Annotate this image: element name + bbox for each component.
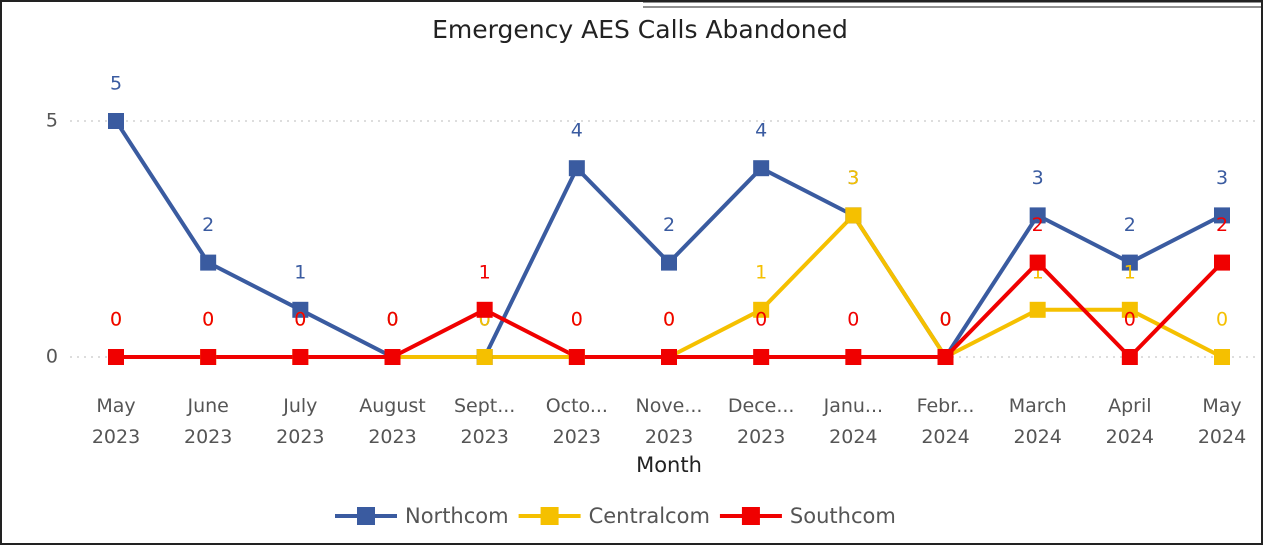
marker — [1029, 254, 1046, 271]
x-tick-label: April 2024 — [1106, 395, 1154, 448]
marker — [1029, 301, 1046, 318]
data-label: 0 — [294, 309, 306, 331]
data-label: 0 — [202, 309, 214, 331]
marker — [1214, 207, 1230, 224]
data-label: 1 — [479, 261, 491, 283]
marker — [937, 349, 954, 365]
x-tick-label: Janu... 2024 — [823, 395, 883, 448]
data-label: 2 — [1216, 214, 1228, 236]
data-label: 2 — [1124, 214, 1136, 236]
data-label: 1 — [1124, 261, 1136, 283]
data-label: 1 — [755, 261, 767, 283]
data-label: 3 — [1216, 167, 1228, 189]
data-label: 1 — [294, 261, 306, 283]
x-tick-label: May 2024 — [1198, 395, 1246, 448]
x-tick-label: Febr... 2024 — [917, 395, 975, 448]
marker — [476, 349, 493, 365]
x-tick-label: June 2023 — [184, 395, 232, 448]
legend-label: Southcom — [790, 504, 896, 528]
data-label: 0 — [571, 309, 583, 331]
x-axis-title: Month — [636, 453, 702, 477]
data-label: 0 — [386, 309, 398, 331]
data-label: 0 — [755, 309, 767, 331]
marker — [1121, 301, 1138, 318]
data-label: 0 — [110, 309, 122, 331]
data-label: 2 — [1032, 214, 1044, 236]
x-tick-label: Dece... 2023 — [728, 395, 795, 448]
marker — [568, 349, 585, 365]
marker — [1029, 207, 1046, 224]
marker — [753, 301, 770, 318]
data-label: 4 — [755, 120, 767, 142]
x-tick-label: Octo... 2023 — [546, 395, 608, 448]
chart-title: Emergency AES Calls Abandoned — [432, 15, 848, 44]
marker — [1121, 254, 1138, 271]
data-label: 0 — [939, 309, 951, 331]
data-label: 0 — [663, 309, 675, 331]
marker — [200, 254, 217, 271]
data-label: 0 — [663, 309, 675, 331]
legend-marker — [540, 507, 559, 525]
data-label: 0 — [202, 309, 214, 331]
marker — [1214, 349, 1230, 365]
y-tick-label: 0 — [46, 346, 58, 368]
x-tick-label: Nove... 2023 — [636, 395, 703, 448]
data-label: 0 — [294, 309, 306, 331]
marker — [108, 349, 124, 365]
marker — [568, 160, 585, 177]
data-label: 0 — [110, 309, 122, 331]
data-label: 2 — [202, 214, 214, 236]
data-label: 0 — [386, 309, 398, 331]
marker — [292, 301, 309, 318]
marker — [845, 207, 862, 224]
data-label: 0 — [571, 309, 583, 331]
legend-marker — [357, 507, 375, 525]
data-label: 0 — [386, 309, 398, 331]
x-tick-label: May 2023 — [92, 395, 140, 448]
data-label: 0 — [939, 309, 951, 331]
data-label: 3 — [847, 167, 859, 189]
legend-label: Centralcom — [589, 504, 710, 528]
marker — [200, 349, 217, 365]
marker — [1214, 254, 1230, 271]
data-label: 5 — [110, 73, 122, 95]
data-label: 3 — [1032, 167, 1044, 189]
marker — [1121, 349, 1138, 365]
marker — [384, 349, 401, 365]
x-tick-label: July 2023 — [276, 395, 324, 448]
marker — [476, 301, 493, 318]
marker — [661, 349, 677, 365]
data-label: 0 — [939, 309, 951, 331]
marker — [292, 349, 309, 365]
x-tick-label: August 2023 — [359, 395, 426, 448]
data-label: 0 — [1216, 309, 1228, 331]
data-label: 4 — [571, 120, 583, 142]
data-label: 0 — [1124, 309, 1136, 331]
data-label: 2 — [663, 214, 675, 236]
data-label: 0 — [847, 309, 859, 331]
legend-label: Northcom — [405, 504, 509, 528]
y-tick-label: 5 — [46, 110, 58, 132]
marker — [753, 349, 770, 365]
series-line — [116, 213, 1223, 359]
marker — [108, 113, 124, 129]
data-label: 3 — [847, 167, 859, 189]
marker — [661, 254, 677, 271]
marker — [845, 349, 862, 365]
x-tick-label: Sept... 2023 — [454, 395, 515, 448]
legend-marker — [741, 507, 760, 525]
x-tick-label: March 2024 — [1009, 395, 1067, 448]
marker — [753, 160, 770, 177]
